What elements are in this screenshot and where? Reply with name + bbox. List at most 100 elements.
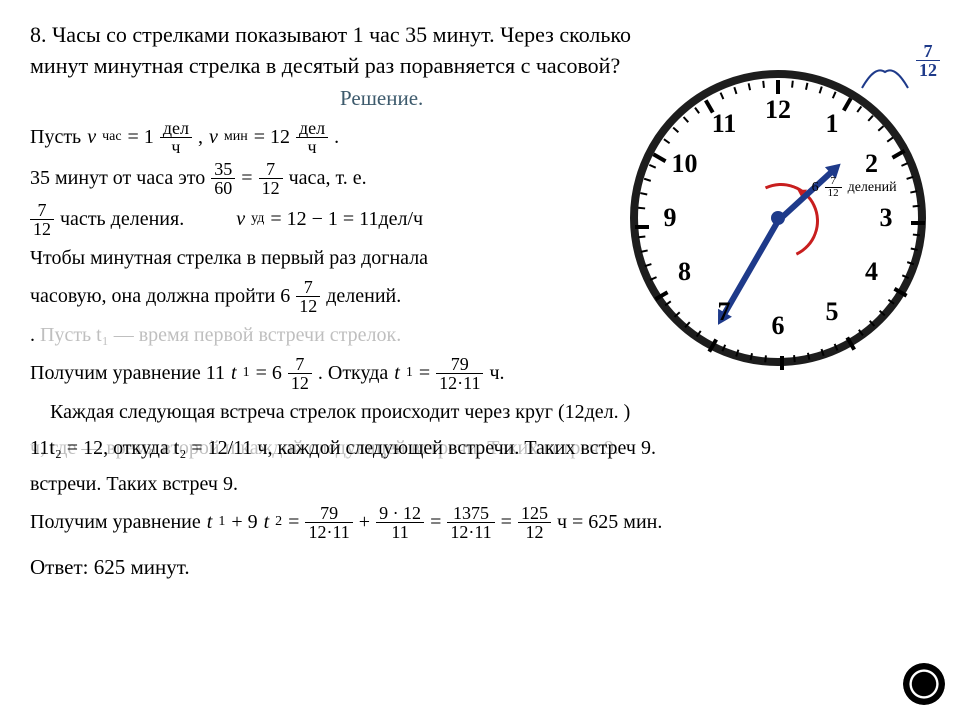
tick (696, 330, 702, 337)
problem-number: 8. (30, 22, 47, 47)
eq: = (241, 162, 252, 194)
tick (793, 355, 796, 362)
tick (869, 320, 875, 327)
brace-label: 712 (916, 42, 940, 79)
tick (684, 321, 690, 328)
frac: 3560 (211, 160, 235, 197)
answer: Ответ: 625 минут. (30, 555, 930, 580)
tick (748, 83, 751, 90)
tick (644, 178, 651, 182)
eq: = (419, 357, 430, 389)
var-t: t (231, 357, 237, 389)
tick (654, 291, 668, 301)
tick (906, 176, 913, 180)
tick (878, 125, 885, 131)
txt: ч = 625 мин. (557, 506, 662, 538)
nav-dot-icon[interactable] (903, 663, 945, 705)
center-dot (771, 211, 785, 225)
ghost-text: Пусть t₁ — время первой встречи стрелок. (40, 324, 401, 346)
tick (888, 299, 895, 305)
tick (638, 236, 645, 239)
line-6: . Пусть t₁ — время первой встречи стрело… (30, 319, 600, 351)
tick (762, 81, 765, 88)
frac: делч (296, 119, 328, 156)
line-9b: встречи. Таких встреч 9. (30, 468, 930, 500)
line-9: ч, где — время второй и каждой следующей… (30, 432, 930, 464)
overlay-text: 11t₂ = 12, откуда t₂ = 12/11 ч, каждой с… (30, 432, 656, 464)
tick (640, 192, 647, 195)
tick (665, 301, 672, 307)
plus: + 9 (231, 506, 257, 538)
line-3: 712 часть деления. vуд = 12 − 1 = 11дел/… (30, 201, 600, 238)
frac: 7912·11 (436, 355, 483, 392)
clock-number: 7 (718, 297, 731, 327)
clock-number: 6 (772, 311, 785, 341)
sub: мин (224, 126, 248, 148)
tick (683, 116, 689, 123)
frac: 7912·11 (305, 504, 352, 541)
tick (750, 353, 753, 360)
txt: часа, т. е. (289, 162, 367, 194)
eq: = 12 (254, 121, 290, 153)
tick (694, 107, 700, 114)
tick (776, 80, 780, 94)
tick (910, 190, 917, 193)
var-t: t (264, 506, 270, 538)
tick (911, 248, 918, 251)
tick (907, 261, 914, 265)
txt: 6 (812, 180, 819, 196)
tick (805, 83, 808, 90)
tick (842, 97, 852, 111)
txt: делений (848, 180, 897, 196)
clock-number: 12 (765, 95, 791, 125)
tick (721, 344, 726, 351)
line-4: Чтобы минутная стрелка в первый раз догн… (30, 242, 600, 274)
sub: 1 (406, 362, 413, 384)
clock-inner-label: 6 712 делений (812, 176, 897, 199)
eq: = 1 (128, 121, 154, 153)
tick (733, 87, 737, 94)
sub: 2 (275, 511, 282, 533)
tick (887, 137, 894, 143)
tick (720, 92, 725, 99)
var-t: t (207, 506, 213, 538)
tick (635, 225, 649, 229)
clock-number: 10 (671, 149, 697, 179)
tick (856, 106, 862, 113)
dot: . (334, 121, 339, 153)
tick (913, 205, 920, 208)
clock-number: 2 (865, 149, 878, 179)
eq: = 12 − 1 = 11дел/ч (270, 203, 423, 235)
clock-number: 8 (678, 257, 691, 287)
clock-number: 11 (712, 109, 737, 139)
eq: = (501, 506, 512, 538)
clock-figure: 6 712 делений 121234567891011 (630, 70, 930, 370)
plus: + (359, 506, 370, 538)
clock-number: 4 (865, 257, 878, 287)
tick (911, 221, 925, 225)
var-t: t (394, 357, 400, 389)
solution-body: Пусть vчас = 1 делч , vмин = 12 делч . 3… (30, 119, 600, 351)
line-2: 35 минут от часа это 3560 = 712 часа, т.… (30, 160, 600, 197)
txt: делений. (326, 280, 401, 312)
tick (821, 349, 825, 356)
tick (791, 81, 794, 88)
clock-number: 5 (826, 297, 839, 327)
line-10: Получим уравнение t1 + 9 t2 = 7912·11 + … (30, 504, 930, 541)
tick (832, 91, 837, 98)
txt: часовую, она должна пройти 6 (30, 280, 290, 312)
problem-line2: минут минутная стрелка в десятый раз пор… (30, 53, 620, 78)
clock-number: 9 (664, 203, 677, 233)
tick (649, 164, 656, 169)
frac: 12512 (518, 504, 551, 541)
tick (641, 249, 648, 252)
frac: 712 (30, 201, 54, 238)
line-5: часовую, она должна пройти 6 712 делений… (30, 278, 600, 315)
var-v: v (209, 121, 218, 153)
dot: . (30, 324, 35, 346)
page: 8. Часы со стрелками показывают 1 час 35… (0, 0, 960, 720)
problem-line1: Часы со стрелками показывают 1 час 35 ми… (52, 22, 631, 47)
frac: 712 (296, 278, 320, 315)
tick (913, 234, 920, 237)
comma: , (198, 121, 203, 153)
